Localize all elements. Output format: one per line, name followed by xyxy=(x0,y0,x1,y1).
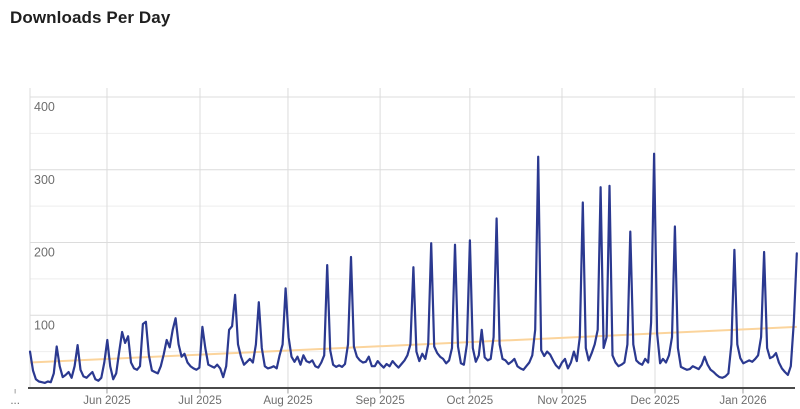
y-axis-label: 100 xyxy=(34,318,55,332)
x-axis-label: Sep 2025 xyxy=(355,395,404,407)
y-axis-label: 400 xyxy=(34,100,55,114)
x-axis-label: ... xyxy=(10,395,20,407)
y-axis-label: 300 xyxy=(34,173,55,187)
x-axis-label: Dec 2025 xyxy=(630,395,679,407)
x-axis-label: Jul 2025 xyxy=(178,395,221,407)
y-axis-label: 200 xyxy=(34,246,55,260)
downloads-line xyxy=(28,152,798,384)
trend-line xyxy=(29,325,797,364)
x-axis-label: Jan 2026 xyxy=(719,395,766,407)
x-axis-label: Jun 2025 xyxy=(83,395,130,407)
x-axis-label: Aug 2025 xyxy=(263,395,312,407)
x-axis-label: Nov 2025 xyxy=(537,395,586,407)
chart-title: Downloads Per Day xyxy=(10,8,171,27)
x-axis-label: Oct 2025 xyxy=(447,395,494,407)
